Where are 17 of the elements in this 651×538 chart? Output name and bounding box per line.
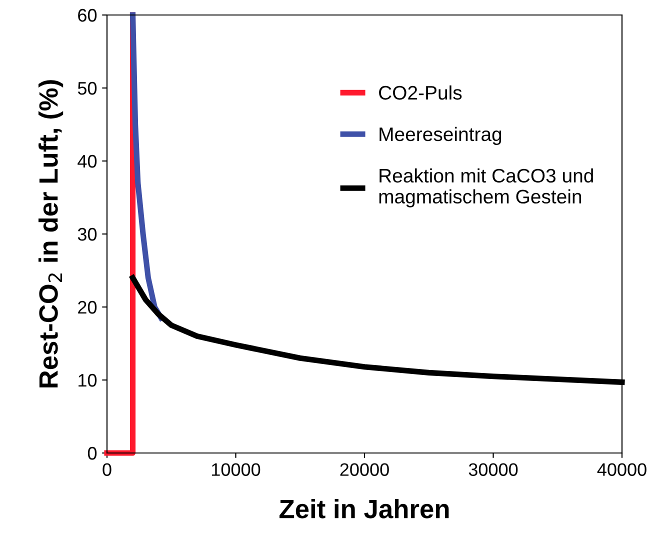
x-tick-label: 40000: [597, 463, 646, 476]
x-tick-label: 20000: [340, 463, 389, 476]
y-tick-label: 60: [78, 8, 97, 22]
y-axis-title: Rest-CO$_{2}$ in der Luft, (%): [38, 80, 64, 388]
y-tick-label: 20: [78, 300, 97, 314]
y-tick-label: 40: [78, 154, 97, 168]
x-axis-title: Zeit in Jahren: [280, 499, 449, 518]
x-tick-label: 30000: [468, 463, 518, 476]
y-tick-label: 50: [78, 82, 97, 95]
x-tick-label: 10000: [212, 463, 260, 476]
y-tick-label: 0: [88, 446, 97, 460]
legend-label: Meereseintrag: [380, 126, 502, 145]
legend-label: CO2-Puls: [379, 85, 462, 100]
y-tick-label: 30: [78, 228, 97, 241]
x-tick-label: 0: [102, 463, 112, 476]
legend-label: Reaktion mit CaCO3 und magmatischem Gestein: [379, 168, 593, 208]
y-tick-label: 10: [78, 374, 97, 387]
